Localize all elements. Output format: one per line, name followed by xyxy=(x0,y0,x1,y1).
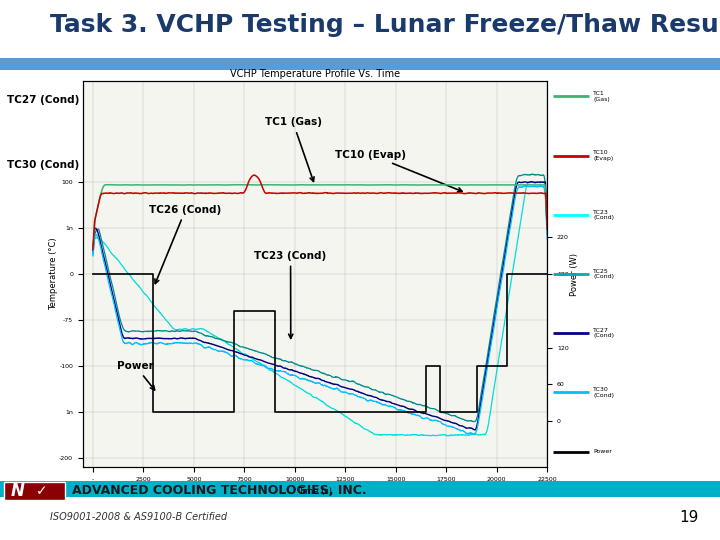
Text: TC23
(Cond): TC23 (Cond) xyxy=(593,210,614,220)
Y-axis label: Power (W): Power (W) xyxy=(570,253,579,295)
Text: N: N xyxy=(11,482,24,500)
Text: ✓: ✓ xyxy=(36,484,48,498)
Text: Task 3. VCHP Testing – Lunar Freeze/Thaw Results: Task 3. VCHP Testing – Lunar Freeze/Thaw… xyxy=(50,12,720,37)
Text: TC23 (Cond): TC23 (Cond) xyxy=(254,251,327,339)
Text: 19: 19 xyxy=(679,510,698,525)
FancyBboxPatch shape xyxy=(4,482,65,500)
Text: TC1 (Gas): TC1 (Gas) xyxy=(264,117,322,181)
Title: VCHP Temperature Profile Vs. Time: VCHP Temperature Profile Vs. Time xyxy=(230,69,400,79)
Y-axis label: Temperature (°C): Temperature (°C) xyxy=(49,238,58,310)
Text: ADVANCED COOLING TECHNOLOGIES, INC.: ADVANCED COOLING TECHNOLOGIES, INC. xyxy=(72,484,366,497)
Text: TC30 (Cond): TC30 (Cond) xyxy=(7,160,79,170)
Text: TC1
(Gas): TC1 (Gas) xyxy=(593,91,610,102)
Bar xyxy=(0,58,720,70)
Text: TC10
(Evap): TC10 (Evap) xyxy=(593,151,613,161)
Text: TC26 (Cond): TC26 (Cond) xyxy=(150,205,222,284)
Text: Power: Power xyxy=(593,449,612,454)
Text: TC10 (Evap): TC10 (Evap) xyxy=(336,150,462,192)
Text: Power: Power xyxy=(117,361,155,390)
X-axis label: Time (s): Time (s) xyxy=(298,488,332,496)
Text: TC27 (Cond): TC27 (Cond) xyxy=(7,95,80,105)
Bar xyxy=(0,481,720,497)
Text: TC27
(Cond): TC27 (Cond) xyxy=(593,328,614,339)
Text: TC30
(Cond): TC30 (Cond) xyxy=(593,387,614,397)
Text: TC25
(Cond): TC25 (Cond) xyxy=(593,269,614,279)
Text: ISO9001-2008 & AS9100-B Certified: ISO9001-2008 & AS9100-B Certified xyxy=(50,512,228,522)
